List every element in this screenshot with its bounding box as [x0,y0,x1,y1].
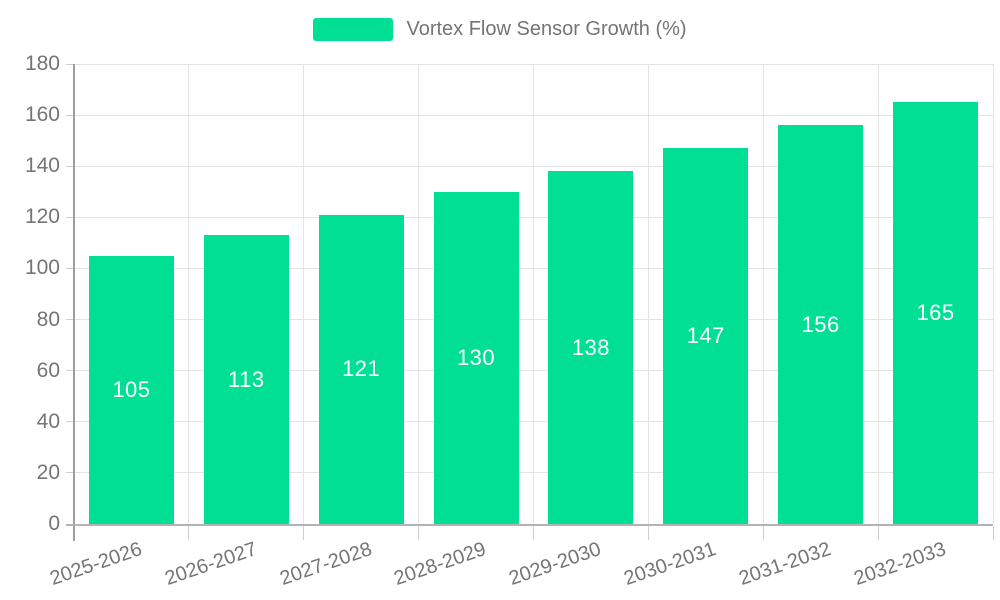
x-axis-tick [877,526,879,540]
y-axis-tick [66,319,74,321]
bar-value-label: 130 [456,344,496,370]
x-tick-label: 2032-2033 [851,538,949,590]
legend-swatch [313,18,394,41]
x-axis-tick [992,526,994,540]
y-axis-tick [66,472,74,474]
y-tick-label: 0 [48,512,60,535]
bar: 130 [433,191,519,524]
gridline-vertical [188,64,190,524]
y-tick-label: 80 [36,307,60,331]
y-tick-label: 20 [36,460,60,484]
bar: 165 [893,102,979,524]
bar-value-label: 156 [801,311,840,337]
y-tick-label: 100 [24,256,60,280]
x-tick-label: 2028-2029 [391,538,490,590]
x-axis-tick [418,526,420,540]
y-tick-label: 160 [24,103,60,127]
x-tick-label: 2030-2031 [621,538,719,590]
gridline-vertical [762,64,764,524]
bar: 138 [548,171,634,524]
gridline-vertical [647,64,649,524]
gridline-vertical [877,64,879,524]
bar-value-label: 165 [916,300,955,326]
y-axis-tick [66,267,74,269]
x-tick-label: 2029-2030 [506,538,605,590]
bar: 105 [88,255,174,524]
x-axis-tick [762,526,764,540]
bar: 156 [778,125,864,524]
y-tick-label: 180 [24,52,60,75]
bar-value-label: 121 [342,356,381,382]
x-axis-line [66,524,993,526]
bar: 121 [318,214,404,524]
y-axis-tick [66,370,74,372]
gridline-vertical [533,64,534,524]
x-axis-tick [533,526,534,540]
bar: 147 [663,148,749,524]
bar-value-label: 105 [112,376,151,402]
x-axis-tick [303,526,305,540]
gridline-vertical [418,64,420,524]
y-axis-tick [66,63,74,65]
y-tick-label: 140 [24,154,60,178]
bar: 113 [203,235,289,524]
y-tick-label: 60 [36,358,60,382]
bar-value-label: 113 [228,366,265,392]
x-tick-label: 2026-2027 [161,538,260,590]
y-tick-label: 40 [36,409,60,433]
legend-item[interactable]: Vortex Flow Sensor Growth (%) [0,18,1000,41]
x-tick-label: 2025-2026 [46,538,145,590]
bar-value-label: 147 [686,323,725,349]
x-axis-tick [647,526,649,540]
bar-value-label: 138 [571,334,611,360]
x-axis-tick [188,526,190,540]
y-axis-tick [66,114,74,116]
x-tick-label: 2027-2028 [276,538,375,590]
legend-label: Vortex Flow Sensor Growth (%) [406,18,687,40]
y-axis-tick [66,421,74,423]
y-axis-line [73,64,75,541]
x-tick-label: 2031-2032 [736,538,834,590]
y-axis-tick [66,216,74,218]
gridline-vertical [992,64,994,524]
gridline-vertical [303,64,305,524]
y-axis-tick [66,165,74,167]
y-tick-label: 120 [24,205,60,229]
